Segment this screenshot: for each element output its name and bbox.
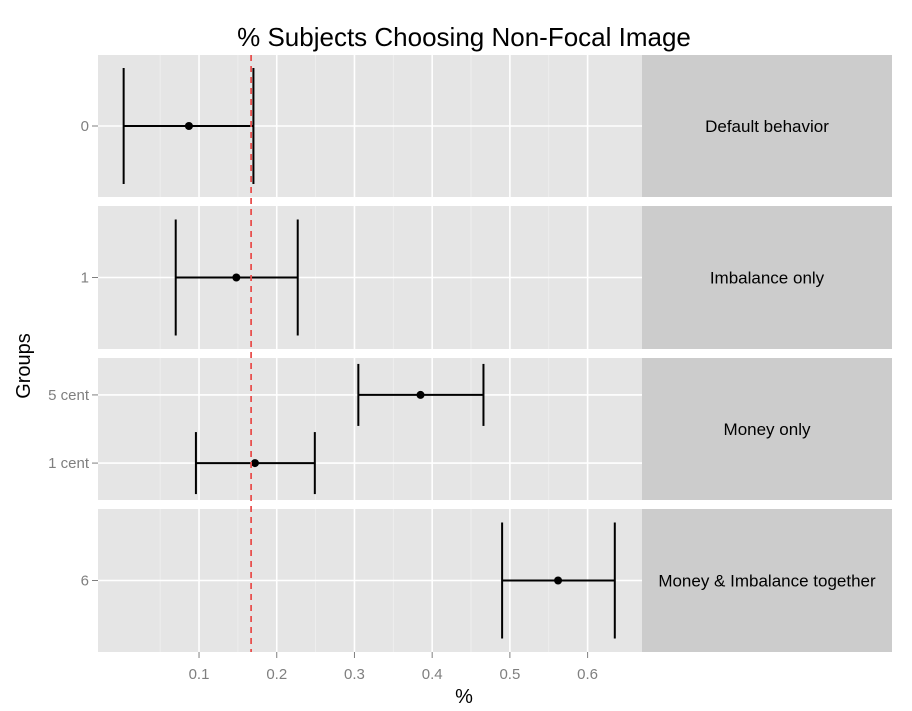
x-axis-title: %	[455, 686, 473, 708]
facets-layer: 0 Default behavior 1 Imbalance only 5 cent 1 …	[48, 55, 892, 652]
y-tick-label: 6	[81, 573, 89, 590]
y-tick-label: 1	[81, 270, 89, 287]
data-point	[416, 390, 425, 399]
data-point	[554, 576, 563, 585]
x-tick-label: 0.5	[499, 666, 520, 683]
x-tick-label: 0.3	[344, 666, 365, 683]
data-point	[250, 459, 259, 468]
facet-strip-label: Money & Imbalance together	[658, 572, 876, 591]
y-tick-label: 0	[81, 118, 89, 135]
chart-title: % Subjects Choosing Non-Focal Image	[237, 22, 691, 52]
facet-strip-label: Money only	[724, 420, 811, 439]
x-tick-label: 0.2	[266, 666, 287, 683]
y-axis-title: Groups	[13, 333, 35, 399]
facet-panel: 0 Default behavior	[81, 55, 892, 197]
y-tick-label: 1 cent	[48, 455, 90, 472]
data-point	[184, 122, 193, 130]
x-tick-label: 0.4	[422, 666, 443, 683]
panel-background	[98, 358, 642, 500]
facet-strip	[642, 55, 892, 197]
facet-strip-label: Imbalance only	[710, 269, 825, 288]
facet-strip	[642, 509, 892, 652]
facet-strip	[642, 206, 892, 349]
facet-strip-label: Default behavior	[705, 117, 829, 136]
data-point	[232, 273, 241, 282]
facet-panel: 5 cent 1 cent Money only	[48, 358, 892, 500]
x-tick-label: 0.6	[577, 666, 598, 683]
facet-strip	[642, 358, 892, 500]
x-tick-label: 0.1	[189, 666, 210, 683]
x-axis: 0.1 0.2 0.3 0.4 0.5 0.6	[189, 652, 598, 683]
facet-panel: 1 Imbalance only	[81, 206, 892, 349]
facet-panel: 6 Money & Imbalance together	[81, 509, 892, 652]
y-tick-label: 5 cent	[48, 387, 90, 404]
